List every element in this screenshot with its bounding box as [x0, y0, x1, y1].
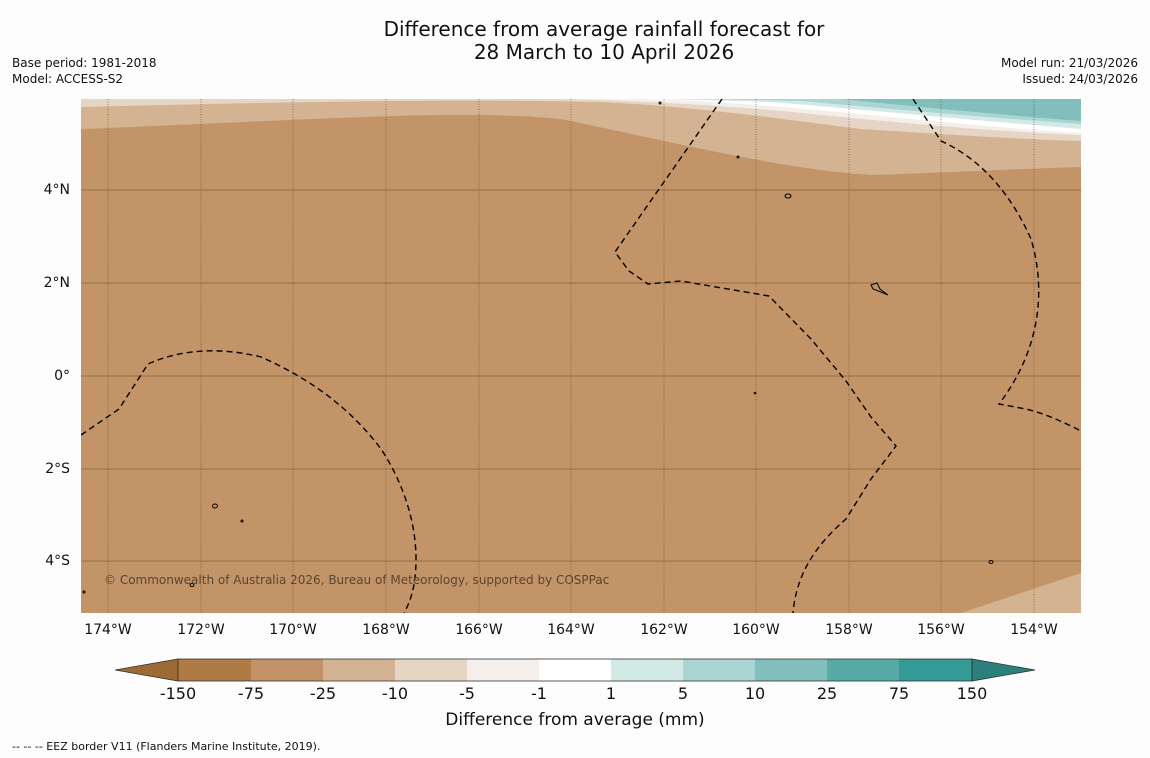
colorbar-tick: 10: [744, 684, 766, 703]
eez-legend-footnote: -- -- -- EEZ border V11 (Flanders Marine…: [12, 740, 321, 753]
lon-label-166w: 166°W: [455, 622, 503, 638]
metadata-left: Base period: 1981-2018 Model: ACCESS-S2: [12, 55, 157, 87]
lon-label-154w: 154°W: [1010, 622, 1058, 638]
light-brown-band-southeast: [961, 573, 1081, 613]
lon-label-156w: 156°W: [917, 622, 965, 638]
colorbar-tick: -1: [531, 684, 547, 703]
colorbar-tick: -5: [459, 684, 475, 703]
colorbar-tick: 150: [956, 684, 988, 703]
issued-date: Issued: 24/03/2026: [1022, 72, 1138, 86]
latitude-gridlines: [81, 189, 1081, 562]
rainfall-map: [81, 99, 1081, 613]
lon-label-168w: 168°W: [362, 622, 410, 638]
island: [212, 503, 218, 509]
island: [753, 391, 757, 395]
colorbar-tick: 1: [605, 684, 617, 703]
colorbar-segment-2: [323, 659, 395, 681]
lat-label-2s: 2°S: [45, 461, 70, 477]
model-run-date: Model run: 21/03/2026: [1000, 56, 1138, 70]
islands: [82, 101, 994, 594]
colorbar-tick: -75: [237, 684, 265, 703]
colorbar-title: Difference from average (mm): [445, 710, 705, 730]
colorbar-segment-9: [827, 659, 899, 681]
title-line-1: Difference from average rainfall forecas…: [383, 17, 825, 41]
colorbar-tick: -25: [309, 684, 337, 703]
colorbar-arrow-low: [114, 658, 179, 682]
island: [988, 560, 994, 564]
colorbar-tick: 75: [888, 684, 910, 703]
island: [736, 155, 740, 159]
lat-label-4n: 4°N: [43, 182, 70, 198]
colorbar-segment-1: [251, 659, 323, 681]
lon-label-172w: 172°W: [177, 622, 225, 638]
colorbar-segment-0: [178, 659, 251, 681]
lon-label-162w: 162°W: [640, 622, 688, 638]
colorbar-arrow-high: [971, 658, 1036, 682]
lat-label-0: 0°: [54, 368, 70, 384]
lon-label-174w: 174°W: [84, 622, 132, 638]
colorbar-segment-3: [395, 659, 467, 681]
base-period: Base period: 1981-2018: [12, 56, 157, 70]
colorbar-segment-8: [755, 659, 827, 681]
island: [189, 583, 195, 587]
colorbar-tick: 5: [677, 684, 689, 703]
teal-band: [741, 99, 1081, 121]
longitude-gridlines: [107, 99, 1035, 613]
island: [82, 590, 86, 594]
chart-title: Difference from average rainfall forecas…: [0, 18, 1150, 64]
lon-label-164w: 164°W: [547, 622, 595, 638]
colorbar-segment-10: [899, 659, 972, 681]
colorbar-segment-4: [467, 659, 539, 681]
colorbar-tick: -150: [159, 684, 197, 703]
eez-borders: [81, 99, 1081, 613]
eez-border-kiribati-line-east: [912, 99, 1081, 432]
map-background: [81, 99, 1081, 613]
colorbar-tick: -10: [381, 684, 409, 703]
model-name: Model: ACCESS-S2: [12, 72, 124, 86]
copyright-notice: © Commonwealth of Australia 2026, Bureau…: [104, 573, 610, 587]
colorbar-segment-6: [611, 659, 683, 681]
colorbar-tick: 25: [816, 684, 838, 703]
lat-label-2n: 2°N: [43, 275, 70, 291]
island: [658, 101, 662, 105]
lon-label-170w: 170°W: [269, 622, 317, 638]
colorbar: [114, 658, 1036, 682]
colorbar-frame: [177, 658, 973, 682]
eez-border-kiribati-line-west: [614, 99, 897, 613]
lon-label-158w: 158°W: [825, 622, 873, 638]
title-line-2: 28 March to 10 April 2026: [473, 40, 735, 64]
lat-label-4s: 4°S: [45, 553, 70, 569]
metadata-right: Model run: 21/03/2026 Issued: 24/03/2026: [1001, 55, 1138, 87]
island-kiritimati: [870, 282, 889, 296]
island: [240, 519, 244, 523]
colorbar-segment-5: [539, 659, 611, 681]
lon-label-160w: 160°W: [732, 622, 780, 638]
colorbar-segment-7: [683, 659, 755, 681]
island: [784, 193, 792, 199]
